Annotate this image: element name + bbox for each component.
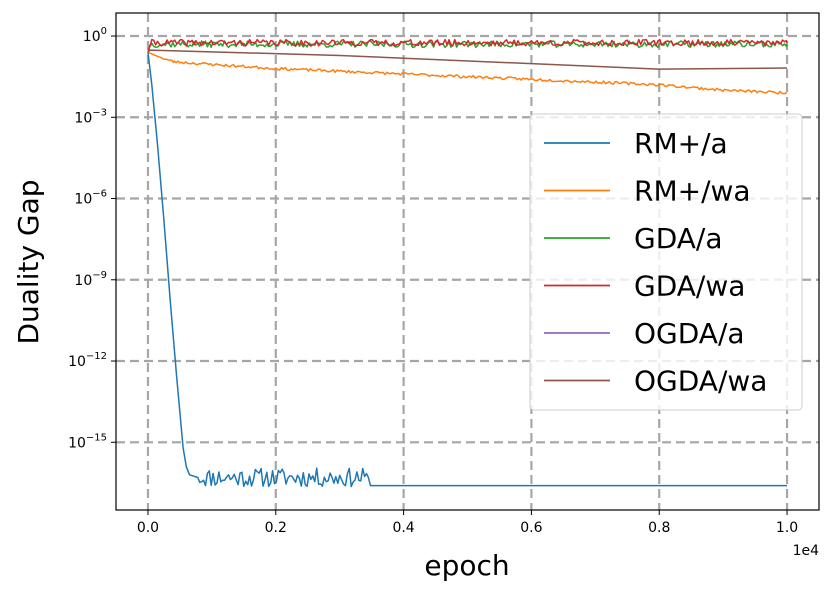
y-tick-base: 10: [74, 273, 92, 289]
series-line: [147, 51, 788, 95]
y-tick-base: 10: [74, 192, 92, 208]
y-tick-label: 10−3: [74, 107, 107, 126]
legend-label: RM+/wa: [634, 175, 751, 208]
x-tick-label: 0.8: [648, 520, 670, 536]
x-tick-label: 0.2: [265, 520, 287, 536]
y-tick-label: 10−15: [68, 432, 107, 451]
legend-box: [529, 113, 803, 411]
y-tick-exponent: −15: [86, 432, 107, 443]
plot-frame: [115, 12, 820, 511]
y-tick-label: 100: [83, 26, 107, 45]
y-tick-exponent: −3: [92, 107, 107, 118]
y-tick-exponent: −9: [92, 270, 107, 281]
legend-label: OGDA/a: [634, 317, 745, 350]
legend-label: OGDA/wa: [634, 365, 767, 398]
series-line: [147, 38, 788, 53]
y-tick-base: 10: [68, 435, 86, 451]
series-line: [147, 40, 788, 53]
axis-ticks: 0.0 0.2 0.4 0.6 0.8 1.010010−310−610−910−1210…: [68, 26, 798, 536]
y-tick-label: 10−6: [74, 189, 107, 208]
x-tick-label: 0.4: [392, 520, 414, 536]
x-tick-label: 1.0: [776, 520, 798, 536]
y-tick-exponent: −12: [86, 351, 107, 362]
y-tick-exponent: 0: [101, 26, 107, 37]
y-axis-label: Duality Gap: [12, 179, 45, 344]
series-lines: [147, 38, 788, 488]
y-tick-base: 10: [68, 354, 86, 370]
y-tick-base: 10: [74, 110, 92, 126]
grid: [116, 13, 819, 510]
y-tick-base: 10: [83, 29, 101, 45]
legend-label: RM+/a: [634, 127, 728, 160]
series-line: [147, 49, 788, 70]
y-tick-label: 10−12: [68, 351, 107, 370]
legend-label: GDA/wa: [634, 270, 745, 303]
x-axis-label: epoch: [424, 549, 509, 582]
x-offset-label: 1e4: [793, 543, 820, 559]
y-tick-label: 10−9: [74, 270, 107, 289]
legend: RM+/a RM+/wa GDA/a GDA/wa OGDA/a OGDA/wa: [529, 113, 803, 411]
x-tick-label: 0.0: [137, 520, 159, 536]
legend-label: GDA/a: [634, 222, 723, 255]
series-line: [147, 52, 787, 488]
y-tick-exponent: −6: [92, 189, 107, 200]
x-tick-label: 0.6: [520, 520, 542, 536]
